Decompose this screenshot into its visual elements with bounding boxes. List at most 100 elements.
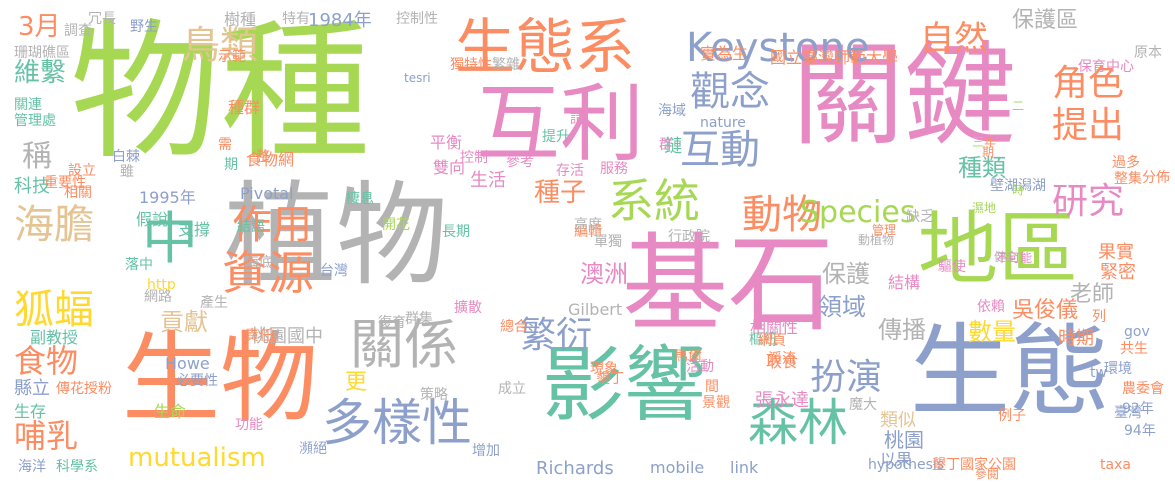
word-174: 時	[1012, 183, 1025, 197]
word-1: 關鍵	[792, 31, 1016, 161]
word-79: 長期	[442, 224, 470, 240]
word-140: 復育	[378, 315, 406, 331]
word-61: 實為生	[700, 44, 749, 63]
word-112: tesri	[404, 71, 431, 85]
word-148: 功能	[235, 417, 263, 433]
word-30: 扮演	[810, 357, 883, 398]
word-161: 過多	[1112, 155, 1140, 171]
word-84: 鏈	[664, 136, 682, 157]
word-156: 共生	[1120, 341, 1148, 357]
word-99: 關連	[14, 97, 42, 113]
word-121: 存活	[556, 163, 584, 179]
word-160: 臺灣	[1114, 405, 1142, 421]
word-26: 提出	[1052, 105, 1125, 146]
word-18: 作用	[232, 202, 312, 248]
word-139: 群集	[405, 311, 433, 327]
word-126: 缺乏	[906, 209, 934, 225]
word-16: 狐蝠	[14, 287, 94, 333]
word-78: 開花	[382, 217, 410, 233]
word-183: 魔大	[849, 397, 877, 413]
word-94: 特有	[282, 11, 310, 27]
word-39: 種類	[958, 154, 1006, 182]
word-181: 需	[218, 137, 232, 153]
word-62: 國立臺灣師範大學	[770, 48, 899, 67]
word-21: 互動	[680, 127, 760, 173]
word-7: 互利	[476, 75, 645, 173]
word-129: 壁湖潟湖	[990, 178, 1046, 194]
word-145: 必要性	[176, 373, 218, 389]
word-153: 網頁	[758, 333, 786, 349]
word-114: nature	[700, 115, 746, 131]
word-86: 相關性	[750, 318, 799, 337]
word-33: mutualism	[128, 443, 266, 473]
word-32: 哺乳	[14, 417, 79, 455]
word-13: 森林	[748, 394, 848, 452]
word-57: 生命	[154, 402, 187, 421]
word-53: 桃園	[884, 428, 924, 452]
word-175: 二	[1012, 99, 1025, 113]
word-49: 更	[345, 370, 368, 395]
word-177: 年	[984, 135, 997, 149]
word-85: 食物網	[246, 150, 295, 169]
word-124: 單獨	[594, 234, 622, 250]
word-182: 雖	[120, 164, 134, 180]
word-8: 生態系	[455, 13, 635, 83]
word-136: 網路	[144, 289, 172, 305]
word-171: 不可能	[996, 251, 1033, 265]
word-116: 請	[570, 111, 584, 127]
word-180: 期	[224, 157, 238, 173]
word-83: 雙向	[433, 158, 466, 177]
word-6: 生物	[122, 322, 319, 436]
word-89: 結構	[888, 273, 921, 292]
word-74: 科學系	[56, 459, 98, 475]
word-159: 94年	[1124, 423, 1156, 439]
word-27: 研究	[1052, 181, 1125, 222]
word-125: 行政院	[668, 229, 710, 245]
word-110: 保育中心	[1078, 59, 1134, 75]
word-87: 樞紐	[749, 332, 777, 348]
word-15: 海膽	[14, 202, 94, 248]
word-66: Gilbert	[568, 300, 623, 319]
word-123: 高度	[574, 217, 602, 233]
word-44: 貢獻	[160, 308, 208, 336]
word-42: 傳播	[878, 316, 926, 344]
word-108: 獨特性	[450, 57, 492, 73]
word-20: 動物	[742, 192, 822, 238]
word-109: 繁雜	[492, 57, 520, 73]
word-168: 列	[1092, 309, 1106, 325]
word-132: 落中	[125, 257, 153, 273]
word-73: 墾丁國家公園	[932, 457, 1016, 473]
word-179: 整	[256, 149, 270, 165]
word-11: 中	[142, 207, 198, 272]
word-90: 緊密	[1100, 262, 1136, 283]
word-4: 生態	[910, 313, 1110, 430]
word-36: 維繫	[14, 58, 67, 88]
word-178: 期	[982, 145, 995, 159]
word-154: 參閱	[975, 467, 1000, 481]
word-9: 地區	[918, 203, 1078, 296]
word-68: Richards	[536, 458, 614, 479]
word-105: 示範	[218, 49, 246, 65]
word-69: mobile	[650, 458, 705, 477]
word-146: 策略	[420, 387, 448, 403]
word-128: 動植物	[858, 233, 895, 247]
word-19: 系統	[608, 174, 700, 228]
word-81: 責任	[245, 328, 273, 344]
word-37: 種子	[534, 178, 587, 208]
word-151: 增加	[472, 443, 500, 459]
word-41: 保護	[822, 260, 870, 288]
word-46: 吳俊儀	[1012, 298, 1079, 323]
word-141: 總合	[500, 319, 528, 335]
word-173: 濕地	[972, 201, 997, 215]
word-40: 澳洲	[580, 260, 628, 288]
word-163: 分佈	[1142, 170, 1170, 186]
word-130: 棲息	[346, 191, 374, 207]
word-48: 桃園國中	[251, 326, 323, 347]
word-28: Species	[800, 195, 916, 230]
word-115: 提升	[542, 129, 570, 145]
word-131: 結語	[237, 219, 265, 235]
word-144: 傳花授粉	[56, 381, 112, 397]
word-158: 92年	[1122, 401, 1154, 417]
word-165: tw	[1090, 365, 1107, 381]
